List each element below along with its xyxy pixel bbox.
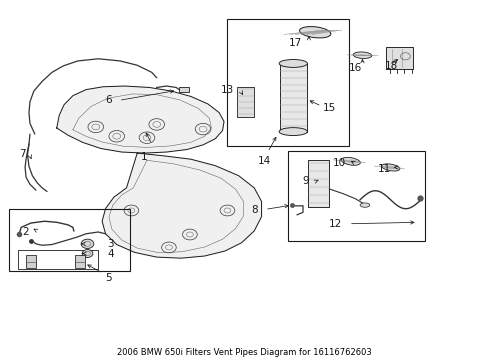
Text: 11: 11 xyxy=(377,163,390,174)
Text: 1: 1 xyxy=(141,152,147,162)
Text: 12: 12 xyxy=(328,219,341,229)
Text: 14: 14 xyxy=(257,156,270,166)
Text: 13: 13 xyxy=(220,85,233,95)
Ellipse shape xyxy=(279,128,307,135)
Text: 18: 18 xyxy=(384,61,397,71)
Text: 8: 8 xyxy=(251,205,258,215)
Ellipse shape xyxy=(381,164,399,171)
Text: 9: 9 xyxy=(302,176,308,186)
Circle shape xyxy=(82,249,93,257)
Bar xyxy=(178,87,189,92)
Bar xyxy=(26,255,36,267)
Text: 2006 BMW 650i Filters Vent Pipes Diagram for 16116762603: 2006 BMW 650i Filters Vent Pipes Diagram… xyxy=(117,348,371,357)
Text: 2: 2 xyxy=(22,227,29,237)
Ellipse shape xyxy=(279,59,307,67)
Text: 4: 4 xyxy=(107,248,113,258)
Text: 6: 6 xyxy=(105,95,112,105)
Bar xyxy=(307,160,329,207)
Text: 10: 10 xyxy=(332,158,345,168)
Bar xyxy=(75,255,84,267)
Text: 5: 5 xyxy=(105,273,112,283)
Text: 7: 7 xyxy=(20,149,26,159)
Circle shape xyxy=(81,239,94,248)
Text: 3: 3 xyxy=(107,239,113,249)
Text: 15: 15 xyxy=(322,103,335,113)
Polygon shape xyxy=(102,153,261,258)
Bar xyxy=(385,47,412,69)
Polygon shape xyxy=(57,86,224,153)
Text: 17: 17 xyxy=(288,38,302,48)
Ellipse shape xyxy=(299,27,330,38)
Bar xyxy=(227,19,348,146)
Bar xyxy=(279,63,306,132)
Ellipse shape xyxy=(341,157,360,165)
Ellipse shape xyxy=(352,52,371,58)
Text: 16: 16 xyxy=(348,63,362,73)
Bar xyxy=(18,250,98,269)
Bar xyxy=(288,151,424,241)
Bar xyxy=(9,209,130,271)
Bar xyxy=(236,87,254,117)
Ellipse shape xyxy=(359,203,369,207)
